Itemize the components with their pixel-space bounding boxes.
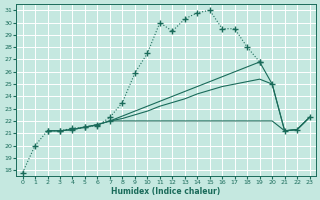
X-axis label: Humidex (Indice chaleur): Humidex (Indice chaleur) (111, 187, 221, 196)
